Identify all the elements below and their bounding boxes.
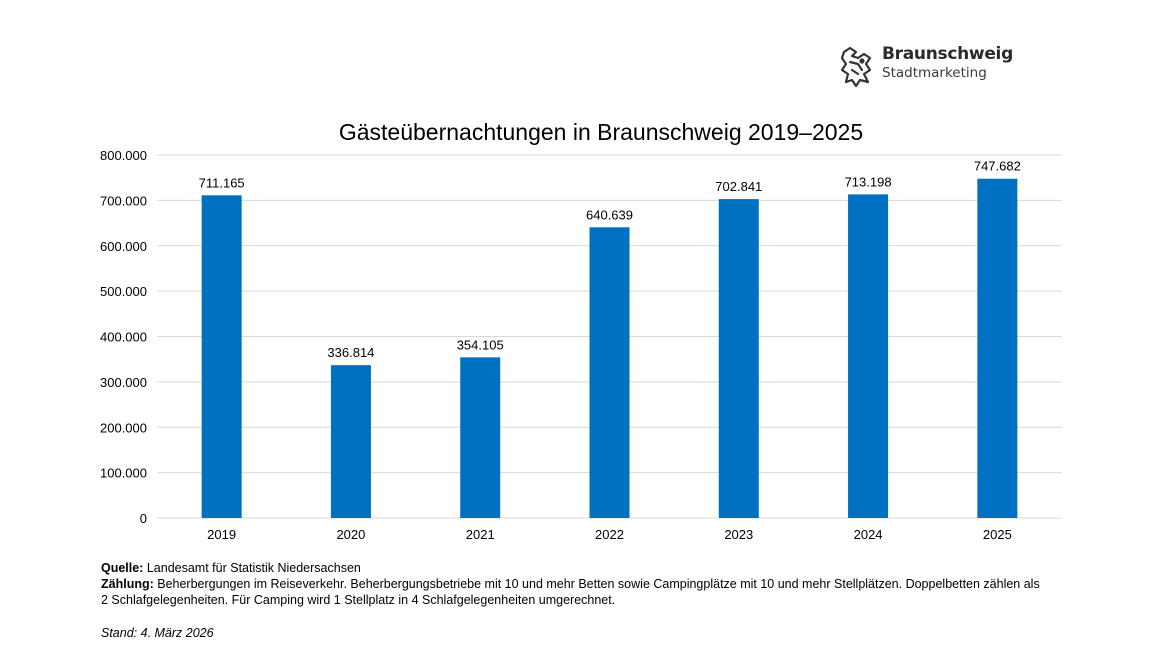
y-tick-label: 100.000	[100, 466, 147, 481]
data-label: 702.841	[715, 179, 762, 194]
data-label: 354.105	[457, 337, 504, 352]
y-tick-label: 200.000	[100, 420, 147, 435]
count-label: Zählung:	[101, 577, 154, 591]
chart-title: Gästeübernachtungen in Braunschweig 2019…	[339, 119, 863, 145]
bar-2024	[848, 194, 889, 518]
y-tick-label: 0	[140, 511, 147, 526]
y-tick-label: 400.000	[100, 330, 147, 345]
y-tick-label: 300.000	[100, 375, 147, 390]
logo-subtitle: Stadtmarketing	[882, 65, 987, 81]
bar-2022	[589, 227, 630, 518]
bar-2021	[460, 357, 501, 518]
data-labels: 711.165 336.814 354.105 640.639 702.841 713.1…	[199, 159, 1021, 360]
bar-2025	[977, 178, 1018, 518]
bar-chart: Gästeübernachtungen in Braunschweig 2019…	[100, 119, 1062, 542]
data-label: 640.639	[586, 207, 633, 222]
count-line: Zählung: Beherbergungen im Reiseverkehr.…	[101, 576, 1040, 592]
x-tick-label: 2019	[207, 527, 236, 542]
bar-2023	[718, 199, 759, 519]
source-line: Quelle: Landesamt für Statistik Niedersa…	[101, 560, 1040, 576]
count-text-line2: 2 Schlafgelegenheiten. Für Camping wird …	[101, 593, 616, 607]
count-text-line1: Beherbergungen im Reiseverkehr. Beherber…	[153, 577, 1040, 591]
bars	[201, 178, 1018, 519]
data-label: 713.198	[845, 174, 892, 189]
data-label: 336.814	[327, 345, 374, 360]
source-text: Landesamt für Statistik Niedersachsen	[143, 561, 361, 575]
y-tick-label: 500.000	[100, 284, 147, 299]
source-label: Quelle:	[101, 561, 144, 575]
braunschweig-logo: Braunschweig Stadtmarketing	[838, 44, 1013, 94]
lion-icon	[840, 46, 872, 88]
y-tick-label: 800.000	[100, 148, 147, 163]
data-label: 747.682	[974, 159, 1021, 174]
x-tick-label: 2023	[724, 527, 753, 542]
data-label: 711.165	[199, 175, 245, 190]
x-axis-tick-labels: 2019 2020 2021 2022 2023 2024 2025	[207, 527, 1012, 542]
bar-2019	[201, 195, 242, 518]
stand-date: Stand: 4. März 2026	[101, 626, 214, 640]
x-tick-label: 2020	[336, 527, 365, 542]
x-tick-label: 2024	[854, 527, 883, 542]
footnotes: Quelle: Landesamt für Statistik Niedersa…	[101, 560, 1040, 608]
x-tick-label: 2025	[983, 527, 1012, 542]
x-tick-label: 2021	[466, 527, 495, 542]
logo-name: Braunschweig	[882, 44, 1013, 64]
y-tick-label: 600.000	[100, 239, 147, 254]
y-axis-tick-labels: 0 100.000 200.000 300.000 400.000 500.000 600.…	[100, 148, 147, 526]
y-tick-label: 700.000	[100, 193, 147, 208]
bar-2020	[330, 365, 371, 518]
x-tick-label: 2022	[595, 527, 624, 542]
